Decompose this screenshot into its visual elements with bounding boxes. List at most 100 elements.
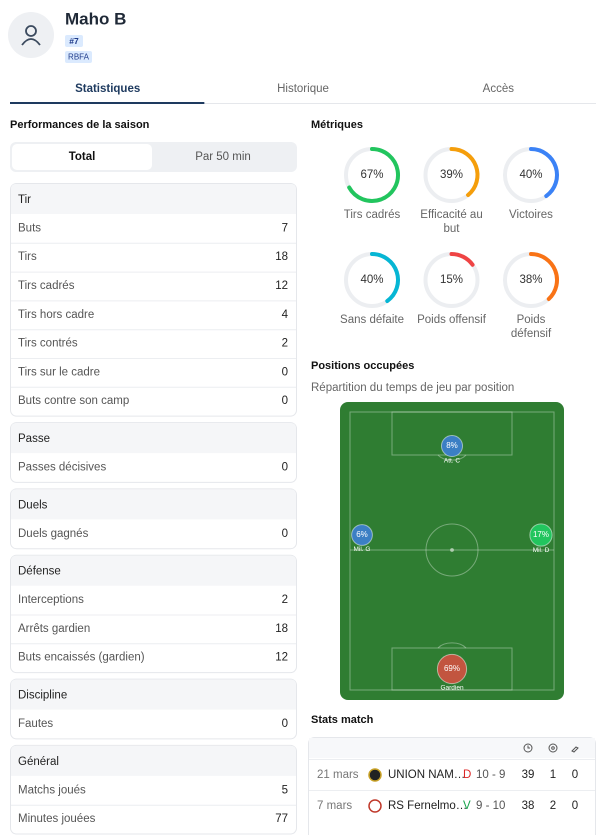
metric-label-box: Tirs cadrés (343, 209, 401, 221)
metric-label: Victoires (509, 209, 553, 221)
metric-label: Poids défensif (510, 314, 552, 340)
stat-value: 7 (282, 222, 288, 234)
stat-group-title: Discipline (18, 690, 67, 702)
stat-card-header (11, 184, 296, 214)
tab[interactable]: Accès (483, 83, 515, 95)
stat-value: 0 (282, 718, 288, 730)
player-number: #7 (69, 36, 79, 46)
position-value: 69% (444, 664, 460, 673)
section-title: Stats match (311, 714, 374, 726)
stat-label: Tirs (18, 251, 37, 263)
metric-label-box: Sans défaite (340, 314, 404, 326)
position-value: 17% (533, 530, 549, 539)
stat-value: 77 (275, 813, 288, 825)
section-title: Positions occupées (311, 360, 414, 372)
match-table-header (309, 738, 595, 758)
stat-label: Tirs hors cadre (18, 309, 94, 321)
metric-label-box: Poids défensif (510, 314, 552, 340)
match-date: 21 mars (317, 769, 359, 781)
stat-value: 2 (282, 338, 288, 350)
section-subtitle: Répartition du temps de jeu par position (311, 382, 514, 394)
stat-label: Tirs contrés (18, 338, 78, 350)
metric-label: Efficacité au but (420, 209, 483, 235)
position-marker (529, 523, 553, 547)
ring-arc (529, 147, 559, 199)
ring-value: 40% (519, 169, 542, 181)
match-stat: 0 (572, 769, 578, 781)
stat-group-title: Passe (18, 433, 50, 445)
match-date: 7 mars (317, 800, 352, 812)
position-marker (440, 434, 464, 458)
ring-arc (449, 252, 475, 267)
ring-arc (449, 147, 480, 198)
metric-label-box: Efficacité au but (420, 209, 483, 235)
stat-value: 5 (282, 784, 288, 796)
avatar (8, 12, 54, 58)
stat-card-header (11, 679, 296, 710)
stat-value: 18 (275, 623, 288, 635)
badge (65, 51, 92, 63)
team-logo (368, 768, 382, 782)
badge (65, 35, 83, 47)
metric-label: Sans défaite (340, 314, 404, 326)
position-marker (436, 653, 468, 685)
stat-value: 12 (275, 652, 288, 664)
stat-value: 0 (282, 366, 288, 378)
ring-value: 67% (360, 169, 383, 181)
stat-group-title: Général (18, 756, 59, 768)
match-result: D (463, 769, 471, 781)
stat-card-header (11, 555, 296, 586)
metric-label-box: Victoires (509, 209, 553, 221)
toggle-option[interactable]: Par 50 min (195, 151, 251, 163)
stat-value: 0 (282, 528, 288, 540)
metric-label: Tirs cadrés (343, 209, 401, 221)
match-team: RS Fernelmo… (388, 800, 467, 812)
match-team: UNION NAM… (388, 769, 465, 781)
ring-value: 39% (440, 169, 463, 181)
ring-arc (529, 252, 559, 301)
position-value: 8% (446, 441, 458, 450)
stat-value: 4 (282, 309, 289, 321)
stat-group-title: Tir (18, 194, 31, 206)
stat-value: 2 (282, 594, 288, 606)
stat-label: Tirs sur le cadre (18, 366, 100, 378)
player-club: RBFA (68, 53, 90, 62)
stat-value: 12 (275, 280, 288, 292)
tab[interactable]: Historique (277, 83, 329, 95)
position-label: Gardien (440, 684, 464, 691)
section-title: Métriques (311, 119, 363, 131)
stat-label: Tirs cadrés (18, 280, 75, 292)
stat-card-header (11, 745, 296, 776)
ring-arc (347, 147, 400, 203)
stat-label: Buts contre son camp (18, 395, 129, 407)
stat-label: Buts encaissés (gardien) (18, 652, 145, 664)
position-marker (351, 524, 373, 546)
ring-arc (370, 252, 400, 304)
stat-group-title: Défense (18, 566, 61, 578)
match-stat: 0 (572, 800, 578, 812)
position-value: 6% (356, 530, 368, 539)
stat-label: Buts (18, 222, 41, 234)
match-stat: 2 (550, 800, 556, 812)
stat-value: 0 (282, 462, 288, 474)
stat-label: Duels gagnés (18, 528, 89, 540)
stat-value: 18 (275, 251, 288, 263)
toggle-option[interactable]: Total (69, 151, 96, 163)
avatar-icon (21, 38, 41, 46)
pitch (340, 402, 564, 700)
stat-label: Fautes (18, 718, 53, 730)
position-label: Mil. D (533, 547, 550, 554)
stat-card-header (11, 489, 296, 520)
stat-label: Arrêts gardien (18, 623, 90, 635)
stat-label: Minutes jouées (18, 813, 96, 825)
match-table (308, 737, 596, 835)
position-label: Mil. G (354, 546, 371, 553)
stat-label: Interceptions (18, 594, 84, 606)
team-logo (368, 799, 382, 813)
match-stat: 1 (550, 769, 556, 781)
stat-label: Passes décisives (18, 462, 106, 474)
avatar-icon (25, 25, 37, 37)
tab[interactable]: Statistiques (75, 83, 140, 95)
stat-group-title: Duels (18, 499, 48, 511)
